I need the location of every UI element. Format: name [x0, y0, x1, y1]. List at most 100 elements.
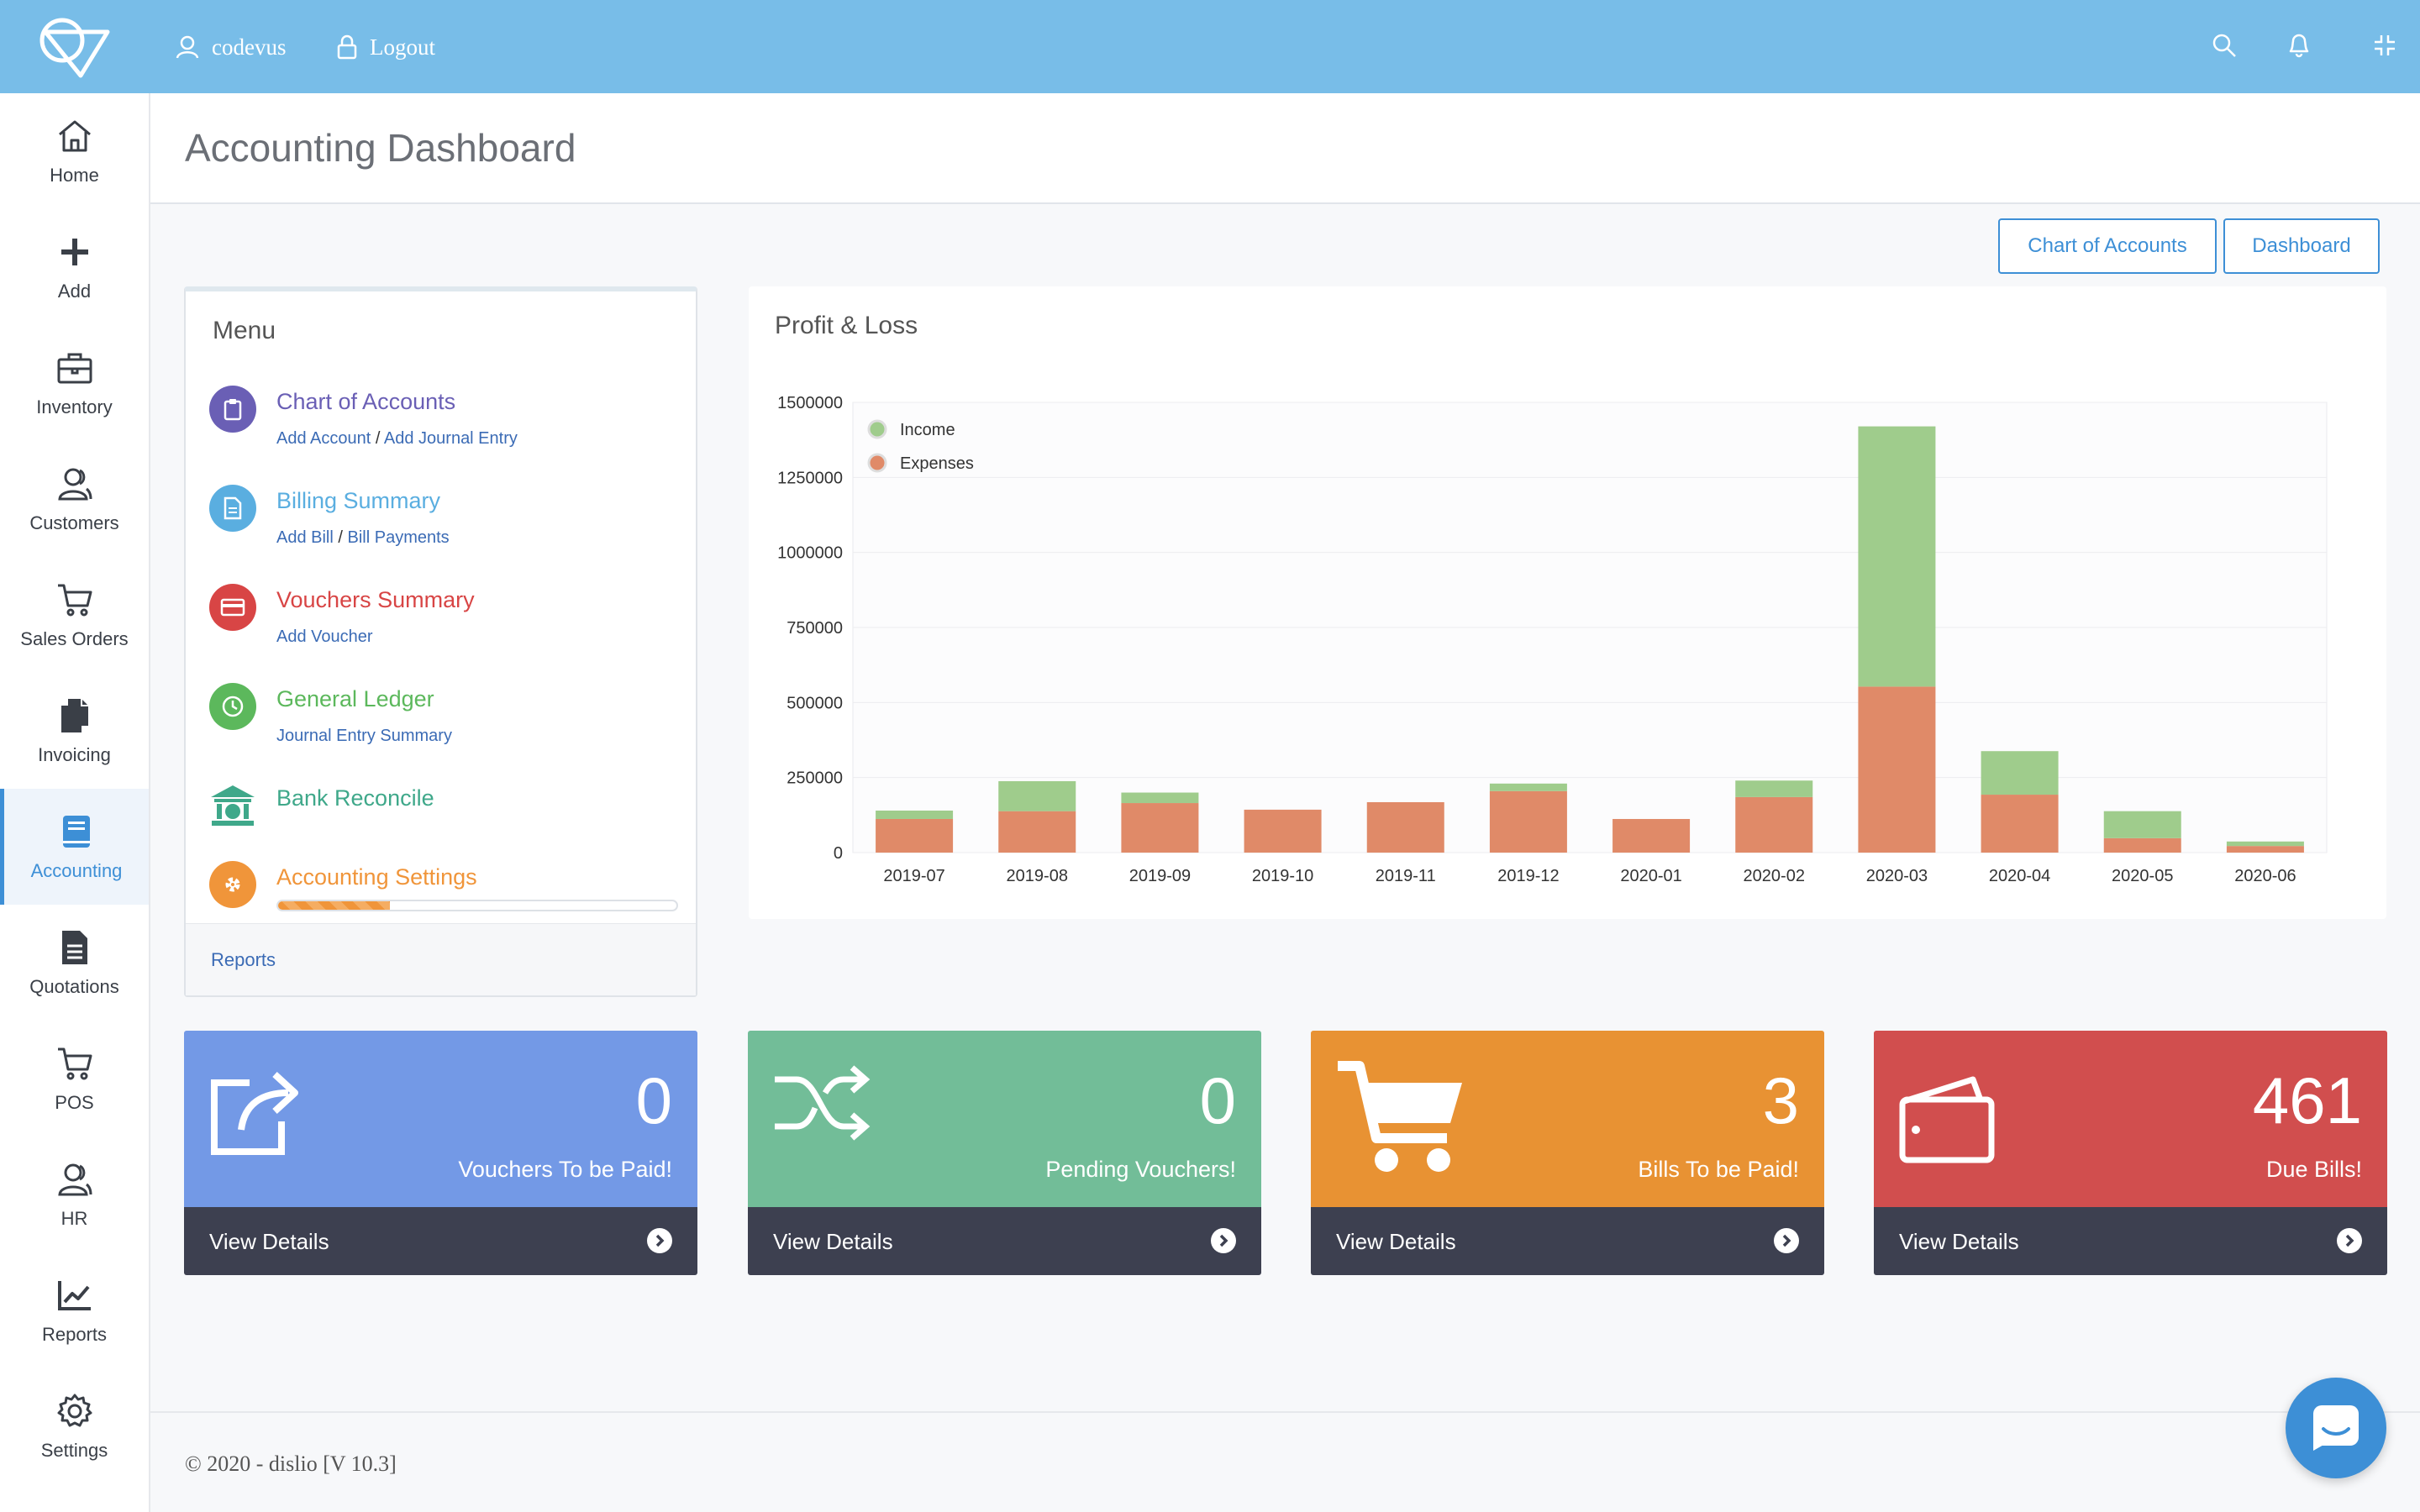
sidebar-item-label: POS [55, 1092, 94, 1113]
bar-income [2103, 811, 2181, 838]
dashboard-button[interactable]: Dashboard [2223, 218, 2380, 274]
x-tick-label: 2020-04 [1989, 867, 2050, 885]
sidebar-item-label: Customers [29, 512, 119, 533]
sidebar-item-hr[interactable]: HR [0, 1137, 149, 1252]
sidebar-item-reports[interactable]: Reports [0, 1252, 149, 1368]
menu-link-vouchers-summary[interactable]: Vouchers Summary [276, 587, 475, 612]
chat-button[interactable] [2286, 1378, 2386, 1478]
sidebar-item-pos[interactable]: POS [0, 1021, 149, 1137]
stat-label: Pending Vouchers! [1045, 1157, 1236, 1182]
search-button[interactable] [2207, 29, 2241, 62]
menu-footer: Reports [186, 923, 696, 995]
x-tick-label: 2019-10 [1252, 867, 1313, 885]
book-icon [56, 811, 97, 852]
menu-link-bank-reconcile[interactable]: Bank Reconcile [276, 785, 434, 811]
user-link[interactable]: codevus [175, 30, 286, 64]
chart-icon [55, 1275, 95, 1315]
sidebar-item-label: Settings [40, 1440, 108, 1461]
menu-link-accounting-settings[interactable]: Accounting Settings [276, 864, 477, 890]
bar-expenses [1858, 686, 1936, 853]
legend-label: Expenses [900, 454, 974, 473]
compress-icon [2375, 35, 2395, 55]
bank-icon [209, 782, 256, 829]
profit-loss-chart-card: Profit & Loss 0 250000 500000 750000 1000000… [749, 286, 2386, 919]
sidebar-item-invoicing[interactable]: Invoicing [0, 673, 149, 789]
menu-link-billing-summary[interactable]: Billing Summary [276, 488, 441, 513]
y-tick-label: 500000 [786, 694, 843, 712]
view-details-link[interactable]: View Details [1874, 1207, 2387, 1275]
y-tick-label: 0 [834, 844, 843, 863]
cart-icon [55, 1043, 95, 1084]
chevron-right-icon [1211, 1228, 1236, 1253]
view-details-link[interactable]: View Details [1311, 1207, 1824, 1275]
bar-income [1121, 792, 1199, 804]
separator: / [375, 429, 381, 448]
notifications-button[interactable] [2282, 29, 2316, 62]
y-tick-label: 1000000 [777, 544, 843, 563]
x-tick-label: 2019-08 [1007, 867, 1068, 885]
bar-expenses [1981, 795, 2059, 853]
bar-income [876, 810, 954, 819]
users-icon [55, 1159, 95, 1200]
compress-button[interactable] [2368, 29, 2402, 62]
x-tick-label: 2020-02 [1744, 867, 1805, 885]
bar-expenses [876, 818, 954, 853]
menu-sub-links: Add Account / Add Journal Entry [276, 429, 518, 449]
sidebar-item-home[interactable]: Home [0, 93, 149, 209]
sidebar: Home Add Inventory Customers Sales Order… [0, 93, 150, 1512]
copyright-text: © 2020 - dislio [V 10.3] [185, 1452, 397, 1476]
bar-expenses [1489, 790, 1567, 853]
sidebar-item-quotations[interactable]: Quotations [0, 905, 149, 1021]
sidebar-item-label: Home [50, 165, 99, 186]
chevron-right-icon [647, 1228, 672, 1253]
sidebar-item-inventory[interactable]: Inventory [0, 325, 149, 441]
chart-of-accounts-button[interactable]: Chart of Accounts [1998, 218, 2217, 274]
view-details-label: View Details [1899, 1229, 2019, 1254]
page-footer: © 2020 - dislio [V 10.3] [150, 1411, 2420, 1512]
gear-icon [209, 861, 256, 908]
stat-card-due-bills: 461 Due Bills! View Details [1874, 1031, 2387, 1275]
file-icon [55, 927, 95, 968]
view-details-link[interactable]: View Details [748, 1207, 1261, 1275]
share-icon [211, 1072, 298, 1155]
add-journal-entry-link[interactable]: Add Journal Entry [383, 429, 518, 448]
credit-card-icon [209, 584, 256, 631]
view-details-link[interactable]: View Details [184, 1207, 697, 1275]
bar-expenses [2103, 837, 2181, 853]
bar-expenses [1612, 818, 1691, 853]
sidebar-item-accounting[interactable]: Accounting [0, 789, 149, 905]
journal-entry-summary-link[interactable]: Journal Entry Summary [276, 727, 452, 745]
x-tick-label: 2020-06 [2234, 867, 2296, 885]
bill-payments-link[interactable]: Bill Payments [347, 528, 450, 547]
bell-icon [2289, 34, 2309, 58]
bar-income [998, 780, 1076, 811]
x-tick-label: 2019-09 [1129, 867, 1191, 885]
add-bill-link[interactable]: Add Bill [276, 528, 334, 547]
menu-link-chart-of-accounts[interactable]: Chart of Accounts [276, 389, 456, 414]
add-voucher-link[interactable]: Add Voucher [276, 627, 373, 646]
sidebar-item-sales-orders[interactable]: Sales Orders [0, 557, 149, 673]
reports-link[interactable]: Reports [211, 949, 276, 970]
separator: / [338, 528, 343, 547]
view-details-label: View Details [209, 1229, 329, 1254]
sidebar-item-settings[interactable]: Settings [0, 1368, 149, 1484]
logout-link[interactable]: Logout [336, 30, 435, 64]
home-icon [55, 116, 95, 156]
bar-income [2226, 841, 2304, 847]
plus-icon [55, 232, 95, 272]
sidebar-item-label: Invoicing [38, 744, 111, 765]
add-account-link[interactable]: Add Account [276, 429, 371, 448]
sidebar-item-customers[interactable]: Customers [0, 441, 149, 557]
bar-expenses [1121, 803, 1199, 853]
menu-sub-links: Add Voucher [276, 627, 373, 647]
chevron-right-icon [2337, 1228, 2362, 1253]
bar-income [1981, 751, 2059, 795]
stat-card-body: 3 Bills To be Paid! [1311, 1031, 1824, 1207]
search-icon [2212, 34, 2236, 57]
bar-expenses [1735, 796, 1813, 853]
app-logo[interactable] [37, 15, 113, 79]
progress-fill [278, 901, 390, 910]
sidebar-item-add[interactable]: Add [0, 209, 149, 325]
menu-title: Menu [213, 317, 276, 344]
menu-link-general-ledger[interactable]: General Ledger [276, 686, 434, 711]
